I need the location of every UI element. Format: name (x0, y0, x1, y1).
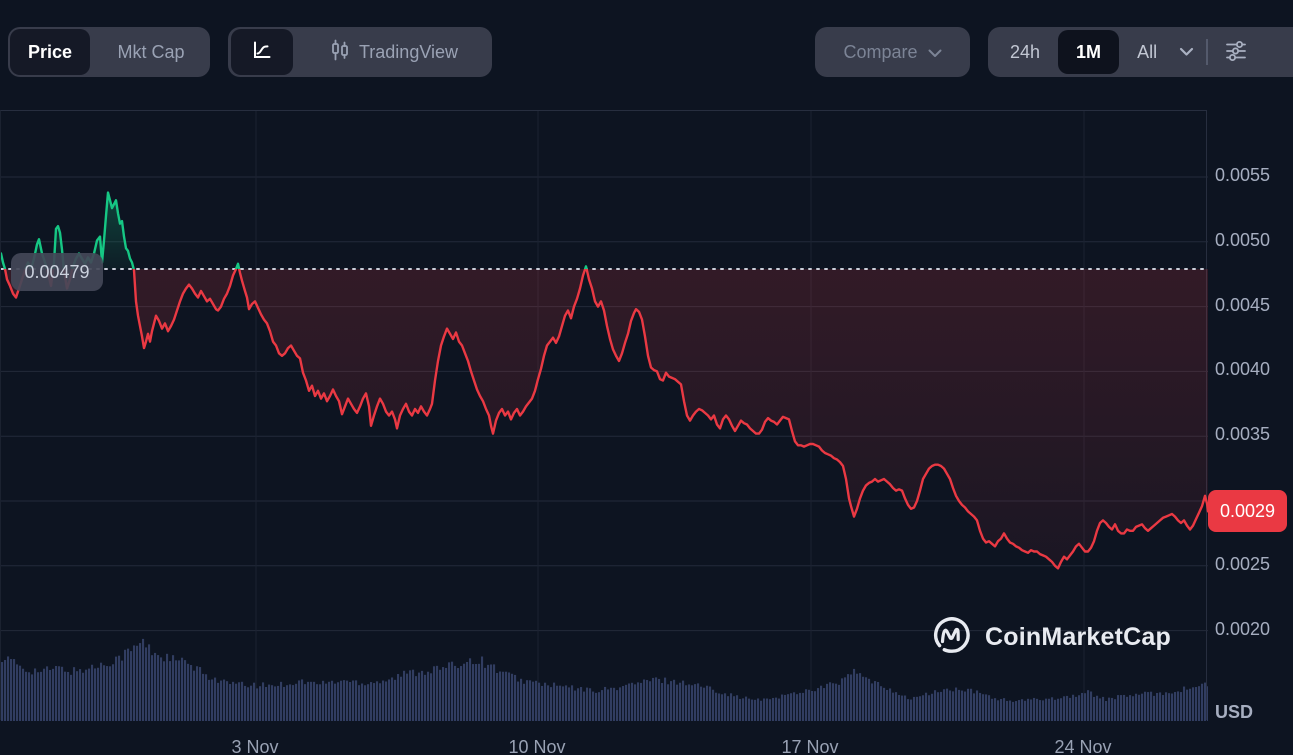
compare-label: Compare (843, 41, 918, 62)
y-axis-label: 0.0040 (1215, 359, 1271, 380)
price-line-down-segments (3, 269, 1208, 570)
metric-toggle-group: Price Mkt Cap (8, 27, 210, 77)
x-axis-label: 10 Nov (508, 737, 566, 755)
line-chart-type-button[interactable] (231, 29, 293, 75)
volume-bars (1, 638, 1208, 721)
x-axis-label: 3 Nov (231, 737, 279, 755)
chevron-down-icon (1179, 45, 1194, 60)
chart-type-toggle-group: TradingView (228, 27, 492, 77)
range-more-button[interactable] (1175, 41, 1198, 64)
coinmarketcap-watermark: CoinMarketCap (929, 614, 1171, 660)
chevron-down-icon (928, 42, 942, 63)
price-chart-svg (1, 111, 1208, 721)
compare-button[interactable]: Compare (815, 27, 970, 77)
price-tab[interactable]: Price (10, 29, 90, 75)
range-24h-button[interactable]: 24h (994, 30, 1056, 74)
range-all-button[interactable]: All (1121, 30, 1173, 74)
mkt-cap-tab[interactable]: Mkt Cap (92, 29, 210, 75)
sliders-icon (1224, 39, 1248, 66)
time-range-group: 24h 1M All (988, 27, 1293, 77)
chart-toolbar: Price Mkt Cap Tr (0, 27, 1293, 77)
chart-settings-button[interactable] (1220, 35, 1252, 70)
y-axis-label: 0.0035 (1215, 424, 1271, 445)
x-axis-label: 24 Nov (1054, 737, 1112, 755)
line-chart-icon (251, 39, 273, 66)
tradingview-chart-type-button[interactable]: TradingView (296, 29, 492, 75)
candlestick-icon (330, 39, 350, 66)
price-area-below-baseline (5, 269, 1208, 569)
y-axis-label: 0.0020 (1215, 618, 1271, 639)
x-axis-label: 17 Nov (781, 737, 839, 755)
range-1m-button[interactable]: 1M (1058, 30, 1120, 74)
y-axis-label: 0.0025 (1215, 553, 1271, 574)
coinmarketcap-watermark-label: CoinMarketCap (985, 622, 1171, 651)
current-price-badge: 0.0029 (1208, 490, 1287, 532)
tradingview-label: TradingView (358, 41, 459, 62)
price-area-above-baseline (1, 192, 1208, 270)
coinmarketcap-logo-icon (929, 613, 973, 662)
y-axis-label: 0.0050 (1215, 229, 1271, 250)
y-axis-unit-label: USD (1215, 702, 1254, 722)
price-chart-canvas[interactable]: 0.00479 CoinMarketCap (0, 110, 1208, 721)
toolbar-divider (1206, 39, 1209, 65)
y-axis-label: 0.0055 (1215, 165, 1271, 185)
y-axis-label: 0.0045 (1215, 294, 1271, 315)
baseline-price-badge: 0.00479 (11, 253, 103, 291)
